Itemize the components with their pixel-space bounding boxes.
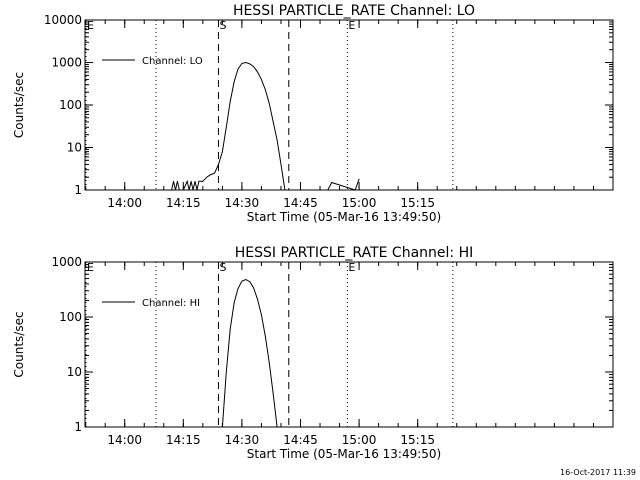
data-point <box>190 180 192 182</box>
data-point <box>280 164 282 165</box>
data-point <box>276 139 278 141</box>
y-tick-label: 100 <box>59 310 82 324</box>
y-tick-label: 10000 <box>44 13 82 27</box>
data-point <box>202 180 204 182</box>
data-point <box>177 180 178 182</box>
series-line <box>221 278 281 428</box>
data-point <box>268 102 270 104</box>
x-tick-label: 15:15 <box>400 433 435 447</box>
data-point <box>188 189 190 191</box>
data-point <box>214 172 216 174</box>
panel-lo: HESSI PARTICLE_RATE Channel: LO 1 10 100 100… <box>12 3 614 224</box>
x-axis-label: Start Time (05-Mar-16 13:49:50) <box>247 447 441 461</box>
data-point <box>358 178 360 180</box>
timestamp: 16-Oct-2017 11:39 <box>560 468 636 477</box>
data-point <box>196 189 198 191</box>
x-axis-label: Start Time (05-Mar-16 13:49:50) <box>247 210 441 224</box>
x-tick-label: 14:00 <box>107 196 142 210</box>
data-point <box>198 180 200 182</box>
data-point <box>237 68 239 70</box>
data-point <box>331 182 333 183</box>
data-point <box>241 63 243 64</box>
x-tick-label: 14:45 <box>283 433 318 447</box>
data-point <box>218 164 219 165</box>
legend-label: Channel: HI <box>142 298 200 309</box>
data-point <box>225 371 227 373</box>
data-point <box>194 180 196 182</box>
y-tick-label: 10 <box>67 365 82 379</box>
data-point <box>171 189 173 191</box>
data-point <box>272 393 274 395</box>
y-axis-label: Counts/sec <box>12 311 26 377</box>
time-marker-label: E <box>348 19 355 32</box>
chart-title: HESSI PARTICLE_RATE Channel: LO <box>233 3 475 19</box>
series-line <box>171 61 360 191</box>
data-point <box>327 189 329 191</box>
data-point <box>182 189 184 191</box>
panel-hi: HESSI PARTICLE_RATE Channel: HI 1 10 100 100… <box>12 245 614 461</box>
data-point <box>179 189 180 191</box>
x-tick-label: 15:00 <box>342 196 377 210</box>
x-tick-label: 14:45 <box>283 196 318 210</box>
data-point <box>253 66 255 67</box>
data-point <box>237 288 239 289</box>
data-point <box>354 189 356 191</box>
y-tick-label: 1 <box>74 420 82 434</box>
y-tick-label: 100 <box>59 98 82 112</box>
time-marker-label: S <box>219 261 226 274</box>
data-point <box>233 81 235 83</box>
data-point <box>186 180 188 182</box>
data-point <box>288 189 290 191</box>
chart-title: HESSI PARTICLE_RATE Channel: HI <box>235 245 473 261</box>
x-tick-label: 14:15 <box>166 433 201 447</box>
y-tick-label: 1 <box>74 183 82 197</box>
data-point <box>257 298 258 300</box>
data-point <box>272 121 274 123</box>
x-tick-label: 14:00 <box>107 433 142 447</box>
data-point <box>222 151 223 153</box>
data-point <box>253 287 255 289</box>
x-tick-label: 15:00 <box>342 433 377 447</box>
data-point <box>280 426 282 428</box>
data-point <box>249 63 251 65</box>
data-point <box>268 361 270 363</box>
data-point <box>175 189 176 191</box>
data-point <box>261 314 262 316</box>
data-point <box>245 62 247 63</box>
data-point <box>222 426 223 428</box>
data-point <box>264 335 266 337</box>
data-point <box>245 279 247 280</box>
x-tick-label: 14:30 <box>225 196 260 210</box>
time-marker-label: E <box>348 261 355 274</box>
plot-frame <box>84 19 614 191</box>
x-tick-label: 14:30 <box>225 433 260 447</box>
data-point <box>206 176 208 178</box>
y-tick-label: 1000 <box>51 56 82 70</box>
data-point <box>261 79 262 80</box>
y-axis-label: Counts/sec <box>12 72 26 138</box>
y-tick-label: 10 <box>67 141 82 155</box>
data-point <box>210 174 212 176</box>
legend-label: Channel: LO <box>142 56 203 67</box>
plot-frame <box>84 261 614 428</box>
x-tick-label: 14:15 <box>166 196 201 210</box>
data-point <box>192 189 194 191</box>
data-point <box>241 280 243 282</box>
y-tick-label: 1000 <box>51 255 82 269</box>
data-point <box>225 126 227 128</box>
data-point <box>284 189 286 191</box>
time-marker-label: E <box>87 19 94 32</box>
data-point <box>233 302 235 304</box>
data-point <box>276 426 278 428</box>
data-point <box>229 101 231 102</box>
x-tick-label: 15:15 <box>400 196 435 210</box>
data-point <box>264 89 266 90</box>
data-point <box>229 328 231 330</box>
data-point <box>173 180 174 182</box>
time-marker-label: E <box>87 261 94 274</box>
time-marker-label: S <box>219 19 226 32</box>
data-point <box>249 281 251 282</box>
data-point <box>257 71 258 73</box>
